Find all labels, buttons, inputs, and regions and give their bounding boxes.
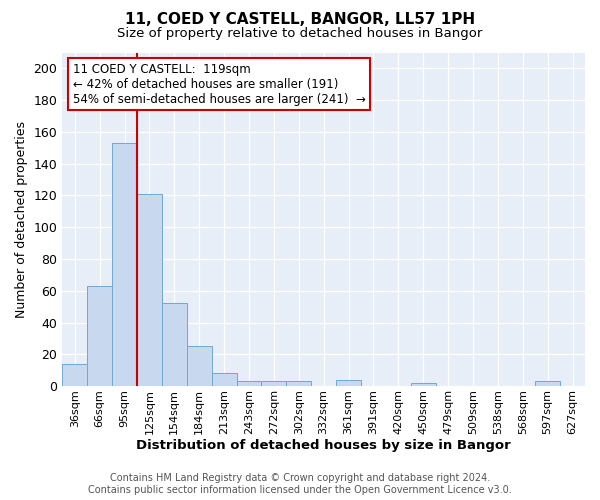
- Bar: [87, 286, 112, 386]
- Bar: [162, 304, 187, 386]
- Bar: [411, 383, 436, 386]
- X-axis label: Distribution of detached houses by size in Bangor: Distribution of detached houses by size …: [136, 440, 511, 452]
- Bar: [112, 143, 137, 386]
- Bar: [535, 382, 560, 386]
- Text: Contains HM Land Registry data © Crown copyright and database right 2024.
Contai: Contains HM Land Registry data © Crown c…: [88, 474, 512, 495]
- Bar: [62, 364, 87, 386]
- Y-axis label: Number of detached properties: Number of detached properties: [15, 121, 28, 318]
- Text: 11 COED Y CASTELL:  119sqm
← 42% of detached houses are smaller (191)
54% of sem: 11 COED Y CASTELL: 119sqm ← 42% of detac…: [73, 62, 365, 106]
- Bar: [286, 382, 311, 386]
- Bar: [137, 194, 162, 386]
- Bar: [336, 380, 361, 386]
- Bar: [187, 346, 212, 386]
- Text: 11, COED Y CASTELL, BANGOR, LL57 1PH: 11, COED Y CASTELL, BANGOR, LL57 1PH: [125, 12, 475, 28]
- Bar: [236, 382, 262, 386]
- Bar: [262, 382, 286, 386]
- Text: Size of property relative to detached houses in Bangor: Size of property relative to detached ho…: [118, 28, 482, 40]
- Bar: [212, 374, 236, 386]
